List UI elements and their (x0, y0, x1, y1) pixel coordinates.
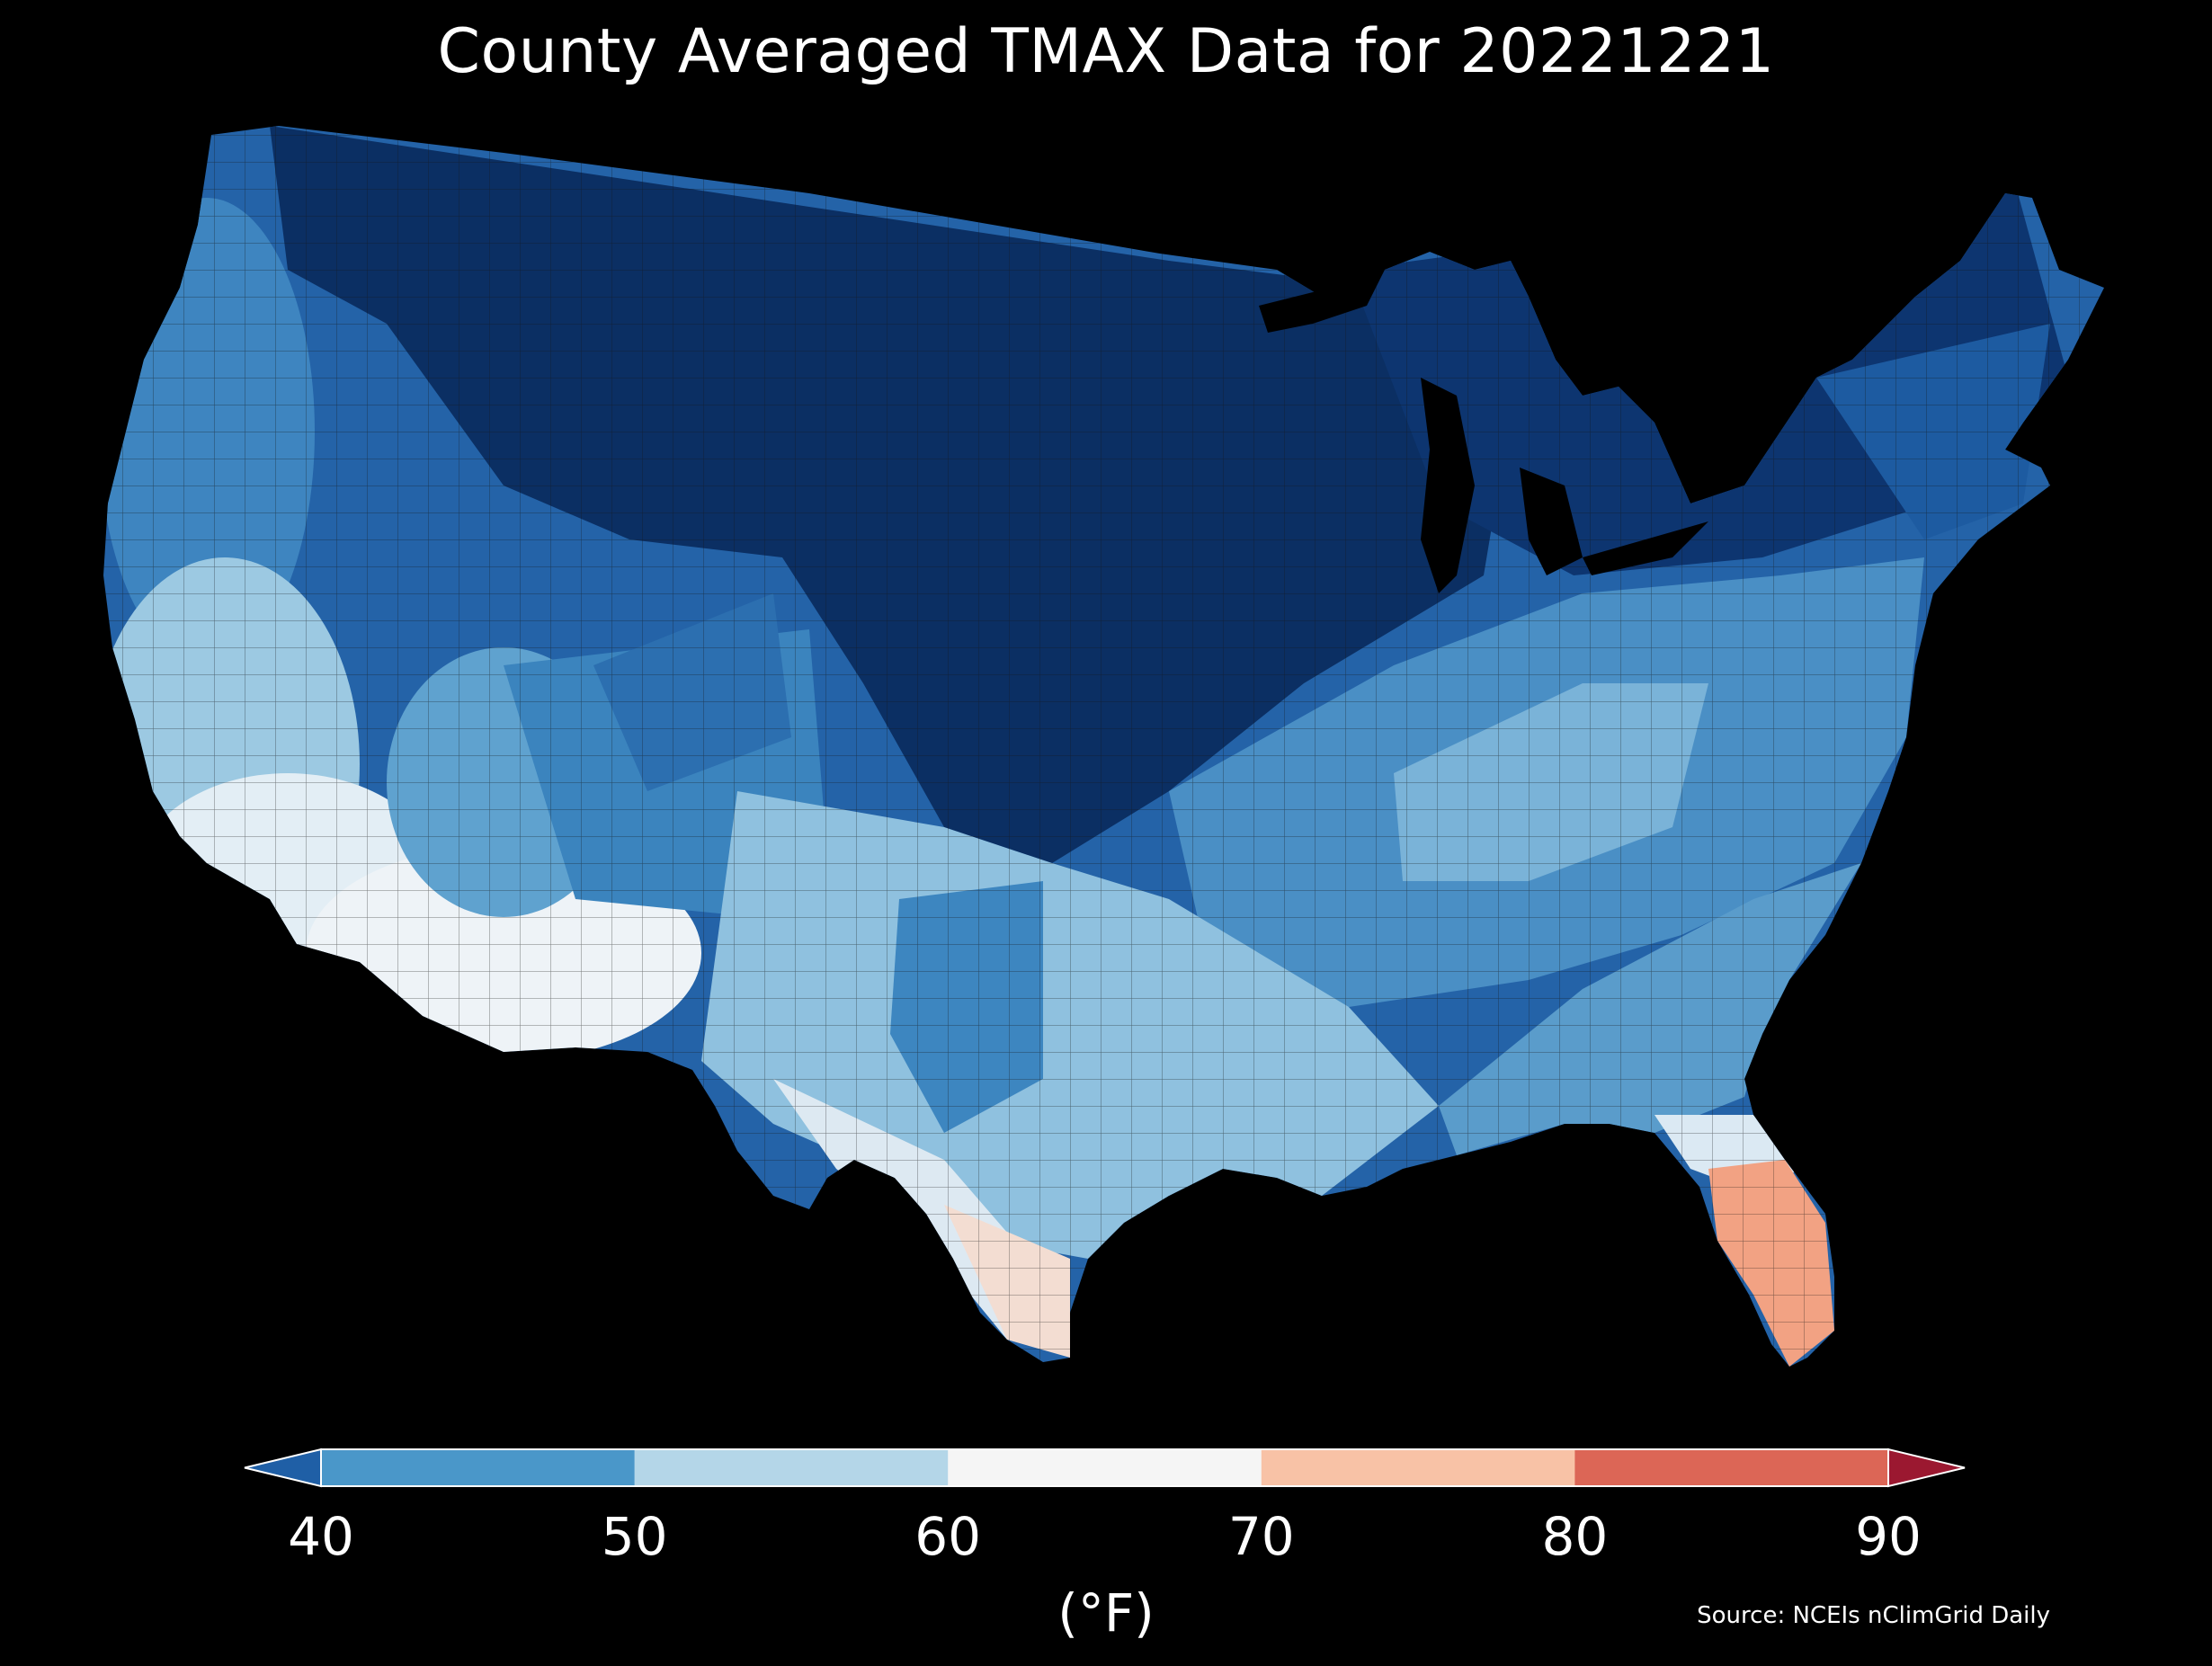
colorbar-bin (1261, 1449, 1575, 1486)
colorbar-tick-label: 70 (1227, 1506, 1295, 1567)
lake-michigan (1421, 378, 1475, 593)
map-title: County Averaged TMAX Data for 20221221 (437, 16, 1775, 87)
colorbar-unit-label: (°F) (1057, 1582, 1155, 1644)
colorbar-bin (321, 1449, 636, 1486)
source-credit: Source: NCEIs nClimGrid Daily (1697, 1602, 2050, 1629)
colorbar-bin (1574, 1449, 1889, 1486)
colorbar-bin (948, 1449, 1262, 1486)
colorbar-extend-high (1887, 1448, 1966, 1488)
lake-huron (1520, 468, 1583, 575)
colorbar-tick-label: 80 (1541, 1506, 1609, 1567)
colorbar-tick-label: 50 (601, 1506, 668, 1567)
colorbar-tick-label: 60 (914, 1506, 982, 1567)
colorbar-tick-label: 40 (288, 1506, 354, 1567)
lake-erie (1583, 521, 1708, 575)
lake-superior (1259, 270, 1385, 333)
colorbar-outline (320, 1448, 1889, 1487)
colorbar-tick-label: 90 (1855, 1506, 1922, 1567)
colorbar-bin (634, 1449, 949, 1486)
colorbar-extend-low (244, 1448, 322, 1488)
